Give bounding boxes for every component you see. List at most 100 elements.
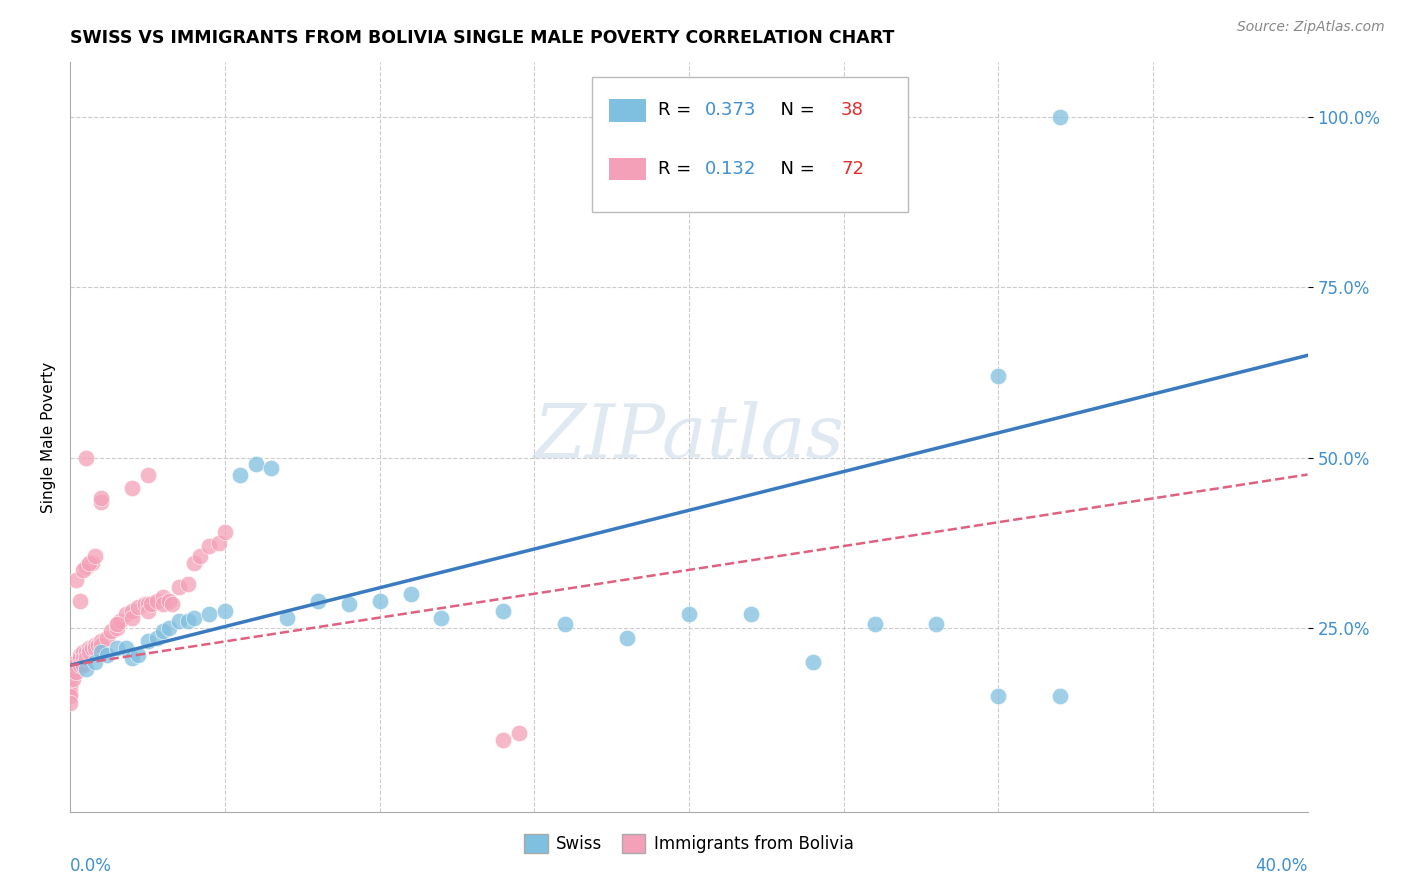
Text: 40.0%: 40.0% <box>1256 856 1308 875</box>
Point <box>134 597 156 611</box>
Point <box>127 648 149 662</box>
Point <box>152 624 174 639</box>
Point <box>136 604 159 618</box>
Point <box>59 685 82 699</box>
Point <box>115 641 138 656</box>
Point <box>59 662 82 676</box>
Point <box>188 549 211 564</box>
Point <box>146 593 169 607</box>
Point <box>77 645 100 659</box>
Text: ZIPatlas: ZIPatlas <box>533 401 845 474</box>
Point <box>198 607 221 622</box>
Point <box>59 668 82 682</box>
Point <box>508 726 530 740</box>
Point <box>69 648 91 662</box>
Point <box>84 549 107 564</box>
Point <box>90 638 112 652</box>
Point <box>59 696 82 710</box>
Point <box>121 651 143 665</box>
Point <box>177 576 200 591</box>
Point <box>276 610 298 624</box>
Text: Source: ZipAtlas.com: Source: ZipAtlas.com <box>1237 20 1385 34</box>
Point <box>80 641 103 656</box>
Point <box>75 450 97 465</box>
FancyBboxPatch shape <box>609 99 645 121</box>
Text: N =: N = <box>769 160 821 178</box>
Point <box>214 525 236 540</box>
Point <box>157 621 180 635</box>
Point <box>65 573 87 587</box>
Point <box>69 658 91 673</box>
Point <box>105 617 128 632</box>
Point <box>214 604 236 618</box>
Point <box>198 539 221 553</box>
Point <box>136 597 159 611</box>
Point <box>167 580 190 594</box>
Point <box>100 624 122 639</box>
Point <box>59 679 82 693</box>
Point <box>59 682 82 697</box>
Point <box>62 658 84 673</box>
Point <box>75 651 97 665</box>
Point <box>245 458 267 472</box>
Point <box>229 467 252 482</box>
Point <box>72 563 94 577</box>
Point <box>136 467 159 482</box>
Point <box>105 621 128 635</box>
Text: 0.373: 0.373 <box>704 102 756 120</box>
Point <box>1049 689 1071 703</box>
Point <box>59 675 82 690</box>
Point <box>678 607 700 622</box>
Point <box>65 665 87 679</box>
Point <box>368 593 391 607</box>
Point <box>105 617 128 632</box>
Point <box>399 587 422 601</box>
Point <box>65 658 87 673</box>
Point <box>108 614 131 628</box>
Point <box>260 460 283 475</box>
Point <box>84 655 107 669</box>
Point <box>146 631 169 645</box>
Point <box>59 689 82 703</box>
Point <box>75 645 97 659</box>
Point <box>59 665 82 679</box>
Point <box>90 634 112 648</box>
Point <box>152 590 174 604</box>
Point <box>492 733 515 747</box>
Point <box>157 593 180 607</box>
Point <box>1049 110 1071 124</box>
Point <box>69 593 91 607</box>
Point <box>90 491 112 506</box>
Point <box>77 556 100 570</box>
Point <box>72 658 94 673</box>
Point <box>307 593 329 607</box>
Point <box>162 597 184 611</box>
Point <box>616 631 638 645</box>
Point <box>115 607 138 622</box>
Point <box>740 607 762 622</box>
Point <box>72 651 94 665</box>
Point <box>987 689 1010 703</box>
Point <box>77 641 100 656</box>
Point <box>492 604 515 618</box>
Point <box>177 614 200 628</box>
Point <box>183 556 205 570</box>
Point <box>72 645 94 659</box>
Point <box>69 651 91 665</box>
Point <box>337 597 360 611</box>
Text: R =: R = <box>658 160 697 178</box>
Point <box>430 610 453 624</box>
Point <box>183 610 205 624</box>
Point <box>84 638 107 652</box>
Text: 72: 72 <box>841 160 865 178</box>
Point <box>121 604 143 618</box>
Point <box>987 368 1010 383</box>
FancyBboxPatch shape <box>609 158 645 180</box>
Point <box>136 634 159 648</box>
Point <box>59 672 82 686</box>
Point <box>801 655 824 669</box>
Point <box>90 645 112 659</box>
Point <box>80 556 103 570</box>
Point <box>127 600 149 615</box>
Text: R =: R = <box>658 102 697 120</box>
